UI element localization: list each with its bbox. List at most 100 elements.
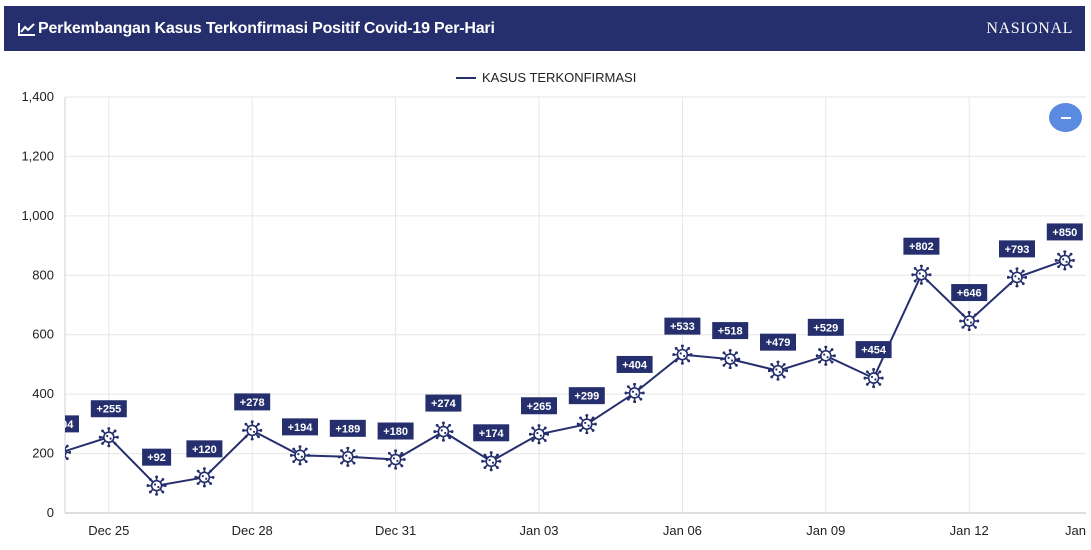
data-label: +180 — [377, 422, 414, 440]
data-label: +479 — [760, 333, 796, 351]
x-tick-label: Jan 12 — [950, 523, 989, 538]
data-label-text: +646 — [957, 288, 982, 300]
x-tick-label: Dec 31 — [375, 523, 416, 538]
data-label-box — [142, 448, 172, 466]
x-tick-label: Jan 09 — [806, 523, 845, 538]
data-label-text: +189 — [335, 423, 360, 435]
data-label-text: +802 — [909, 241, 934, 253]
legend-label: KASUS TERKONFIRMASI — [482, 70, 636, 85]
data-point-virus-icon[interactable] — [242, 420, 263, 441]
series-line — [65, 259, 1066, 487]
data-label-box — [521, 397, 557, 415]
data-label-box — [999, 240, 1035, 258]
x-tick-label: Dec 25 — [88, 523, 129, 538]
data-label-box — [616, 355, 653, 373]
data-point-virus-icon[interactable] — [768, 360, 789, 381]
data-label-text: +274 — [431, 398, 457, 410]
data-label-text: +529 — [813, 322, 838, 334]
data-point-virus-icon[interactable] — [98, 427, 120, 448]
data-label-text: +204 — [49, 419, 75, 431]
x-tick-label: Jan 06 — [663, 523, 702, 538]
data-label-text: +850 — [1052, 227, 1077, 239]
data-label-text: +278 — [240, 397, 265, 409]
data-point-virus-icon[interactable] — [720, 349, 741, 370]
chart-header: Perkembangan Kasus Terkonfirmasi Positif… — [4, 6, 1085, 51]
data-label-box — [186, 440, 223, 458]
data-label-box — [664, 317, 701, 335]
y-tick-label: 600 — [32, 327, 54, 342]
data-label-box — [855, 341, 892, 359]
data-label: +404 — [616, 355, 653, 373]
data-point-virus-icon[interactable] — [337, 446, 359, 468]
zoom-out-button[interactable] — [1049, 103, 1082, 132]
minus-icon — [1060, 116, 1071, 119]
data-point-virus-icon[interactable] — [146, 475, 167, 496]
data-point-virus-icon[interactable] — [481, 451, 502, 472]
data-label-text: +533 — [670, 321, 695, 333]
data-point-virus-icon[interactable] — [959, 311, 980, 332]
data-label-text: +404 — [622, 359, 648, 371]
data-label-box — [760, 333, 796, 351]
data-label: +802 — [903, 237, 940, 255]
data-label-box — [903, 237, 940, 255]
data-label-box — [807, 318, 844, 336]
data-label-box — [951, 284, 988, 302]
data-label: +274 — [425, 394, 462, 412]
data-label-box — [473, 424, 510, 442]
data-point-virus-icon[interactable] — [911, 264, 932, 285]
y-tick-label: 1,000 — [21, 208, 54, 223]
data-label-text: +479 — [766, 337, 791, 349]
data-point-virus-icon[interactable] — [624, 382, 645, 404]
y-tick-label: 1,400 — [21, 89, 54, 104]
data-label-text: +518 — [718, 326, 743, 338]
header-scope: NASIONAL — [986, 19, 1073, 37]
data-point-virus-icon[interactable] — [672, 344, 693, 365]
data-point-virus-icon[interactable] — [863, 368, 884, 389]
data-point-virus-icon[interactable] — [576, 414, 598, 435]
y-tick-label: 800 — [32, 267, 54, 282]
chart-legend[interactable]: KASUS TERKONFIRMASI — [456, 70, 636, 85]
data-point-virus-icon[interactable] — [529, 424, 550, 445]
data-label: +265 — [521, 397, 557, 415]
data-label: +194 — [282, 418, 318, 436]
data-label-text: +454 — [861, 345, 887, 357]
header-title: Perkembangan Kasus Terkonfirmasi Positif… — [38, 19, 495, 37]
data-label: +793 — [999, 240, 1035, 258]
data-point-virus-icon[interactable] — [1007, 267, 1028, 288]
x-axis: Dec 25 Dec 28 Dec 31 Jan 03 Jan 06 Jan 09 Jan … — [88, 523, 1086, 538]
data-label: +518 — [712, 322, 749, 340]
data-label-box — [234, 393, 271, 411]
data-label-box — [90, 400, 127, 418]
data-point-virus-icon[interactable] — [433, 421, 454, 442]
data-label: +189 — [329, 419, 366, 437]
y-tick-label: 200 — [32, 446, 54, 461]
x-tick-label: Dec 28 — [232, 523, 273, 538]
y-tick-label: 400 — [32, 386, 54, 401]
data-label: +646 — [951, 284, 988, 302]
header-title-group: Perkembangan Kasus Terkonfirmasi Positif… — [18, 20, 495, 38]
data-label: +204 — [49, 415, 79, 433]
data-label: +92 — [142, 448, 172, 466]
data-point-virus-icon[interactable] — [290, 445, 311, 466]
data-label: +529 — [807, 318, 844, 336]
data-label: +533 — [664, 317, 701, 335]
y-tick-label: 0 — [47, 505, 54, 520]
data-label-text: +793 — [1005, 244, 1030, 256]
data-point-virus-icon[interactable] — [1054, 250, 1076, 271]
data-label: +454 — [855, 341, 892, 359]
data-point-virus-icon[interactable] — [194, 467, 215, 488]
data-label-text: +180 — [383, 426, 408, 438]
y-axis: 0 200 400 600 800 1,000 1,200 1,400 — [21, 89, 54, 520]
data-point-virus-icon[interactable] — [385, 449, 406, 470]
data-label-text: +174 — [479, 428, 505, 440]
data-point-virus-icon[interactable] — [815, 345, 837, 367]
data-label-text: +265 — [527, 401, 552, 413]
data-label-text: +194 — [288, 422, 314, 434]
data-label: +255 — [90, 400, 127, 418]
data-label: +120 — [186, 440, 223, 458]
data-label-box — [425, 394, 462, 412]
data-label-text: +120 — [192, 444, 217, 456]
data-label: +278 — [234, 393, 271, 411]
data-label-text: +299 — [574, 391, 599, 403]
line-chart: KASUS TERKONFIRMASI 0 200 400 600 800 1,000 1,… — [21, 70, 1086, 538]
